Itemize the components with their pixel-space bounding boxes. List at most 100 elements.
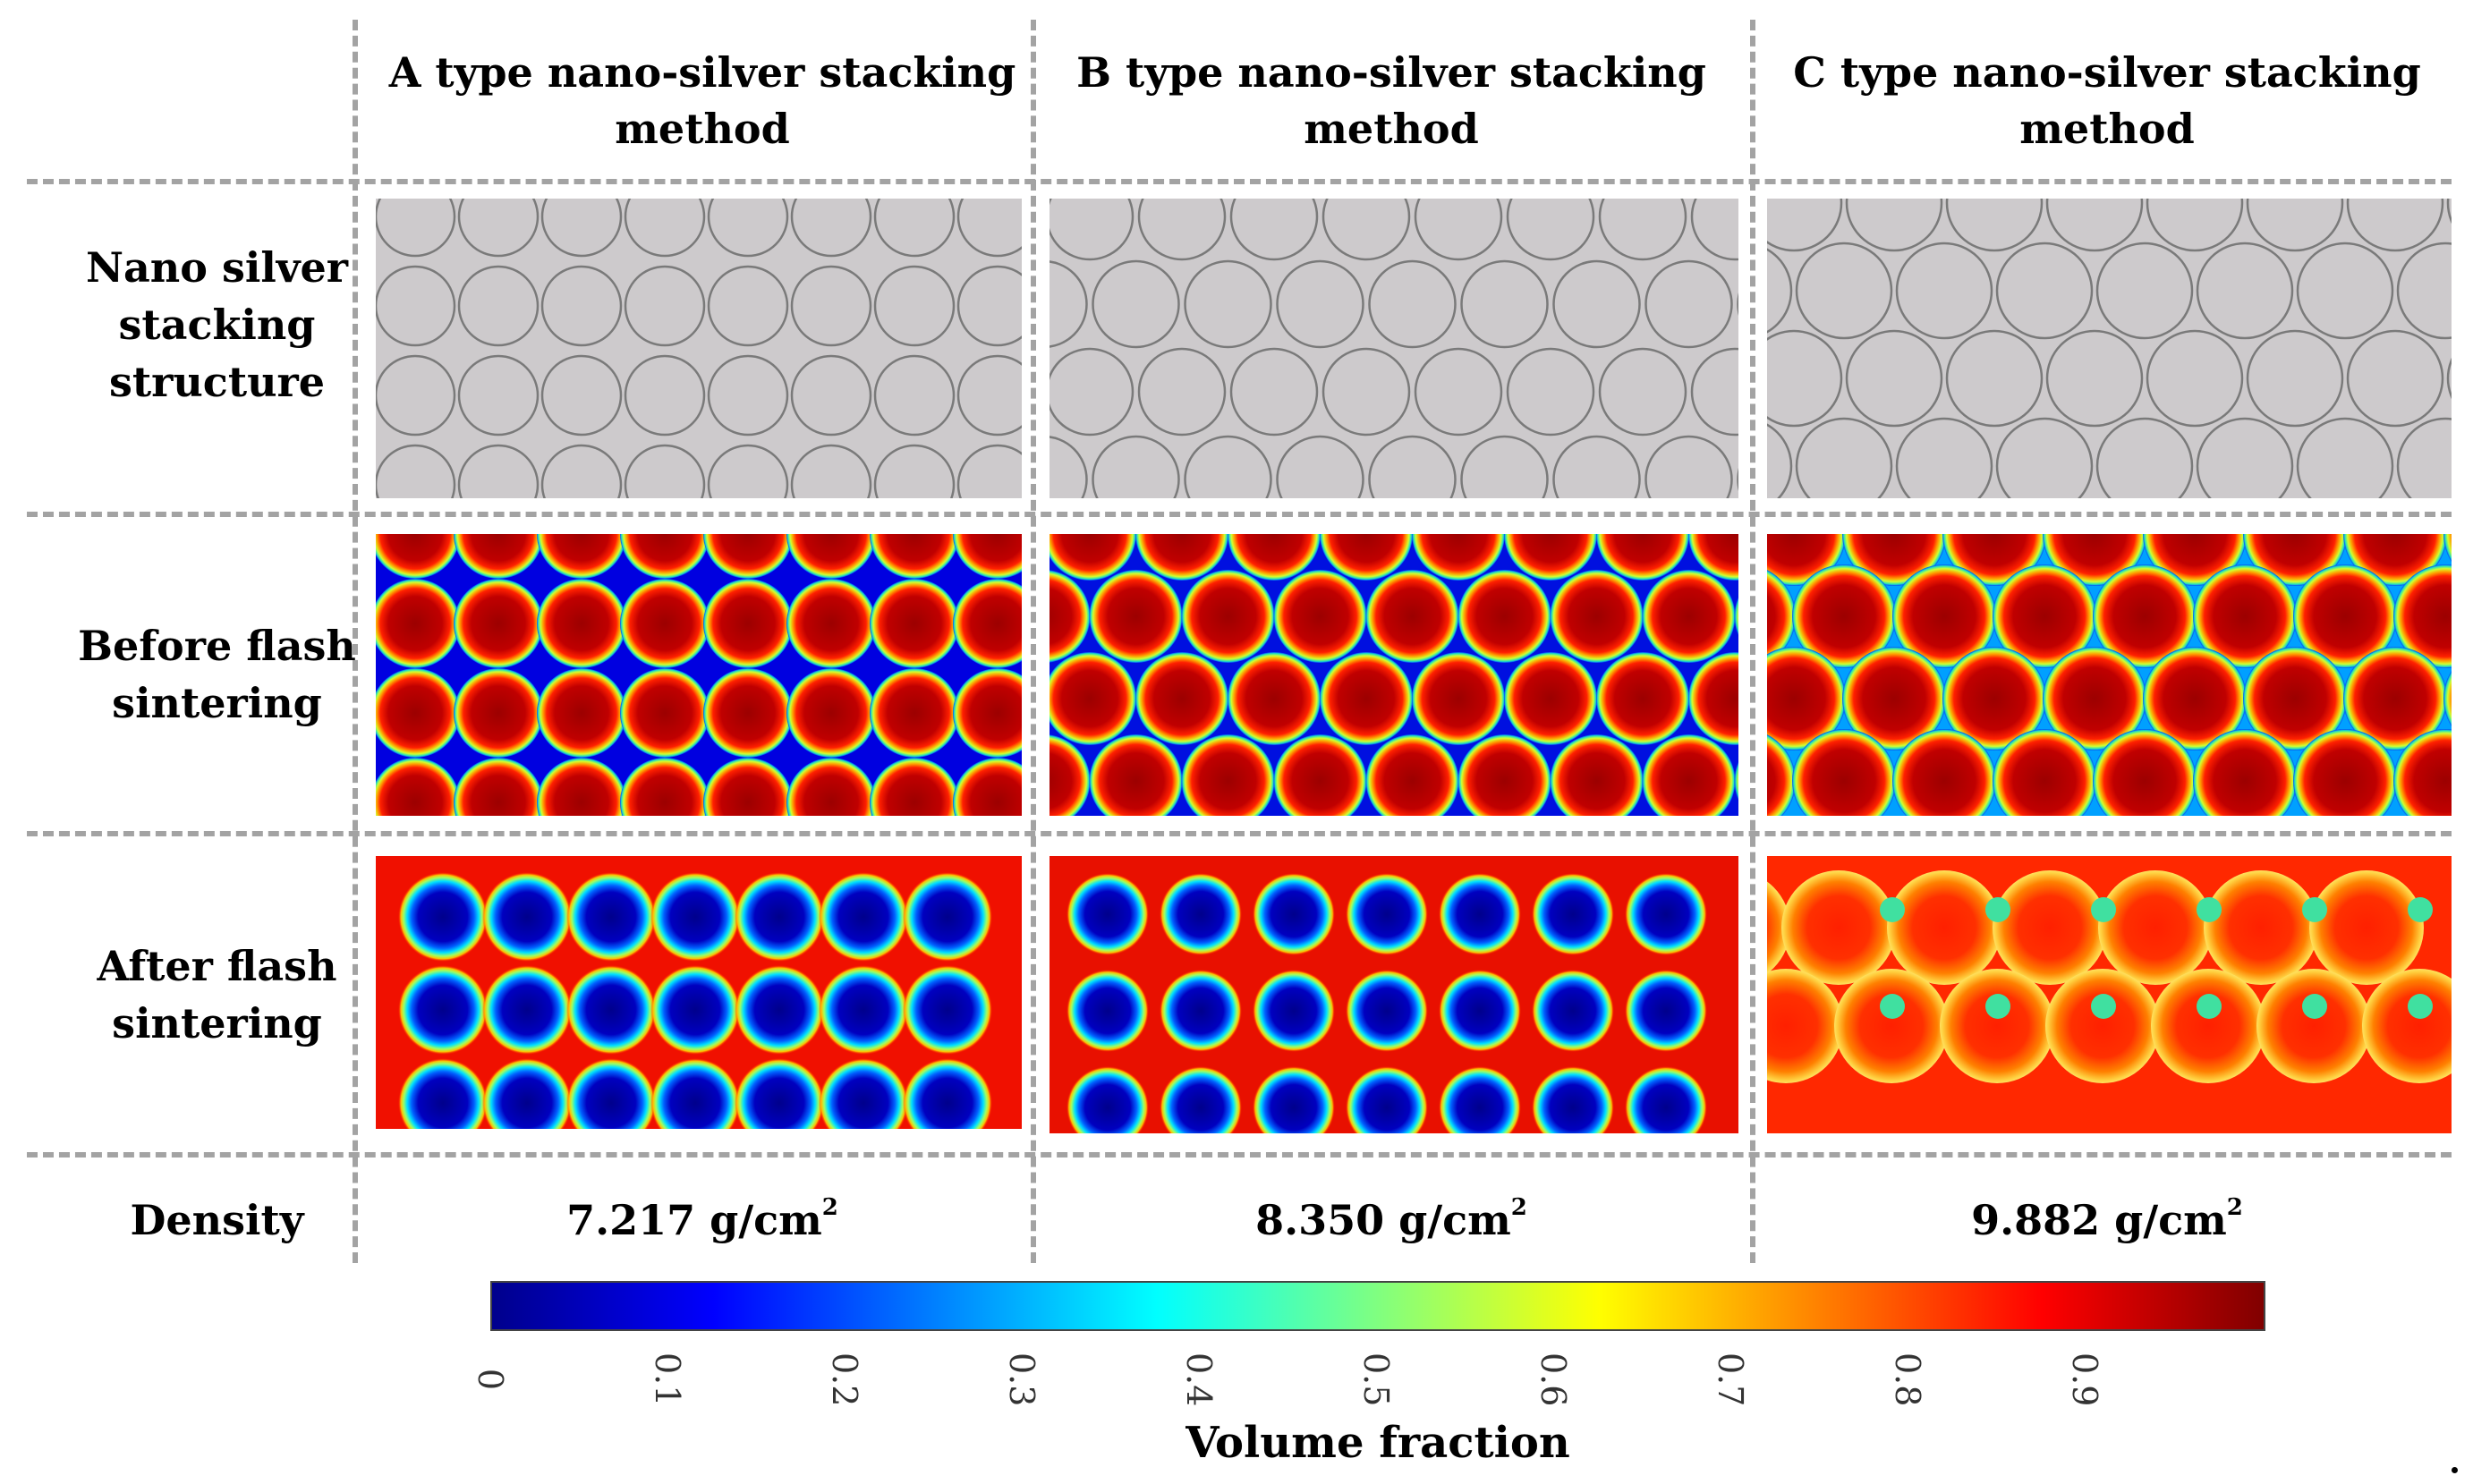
pore — [398, 1058, 488, 1129]
pore — [2091, 897, 2116, 922]
colorbar — [490, 1281, 2265, 1331]
pore — [2197, 897, 2222, 922]
column-header-b-line2: method — [1304, 105, 1479, 153]
particle — [1320, 652, 1413, 745]
colorbar-gradient — [492, 1283, 2264, 1329]
pore — [1625, 970, 1707, 1052]
grid-hline-2 — [27, 512, 2452, 517]
column-header-c-line2: method — [2019, 105, 2195, 153]
pore — [1346, 873, 1428, 955]
particle-outline — [2246, 329, 2344, 428]
particle-outline — [1321, 347, 1411, 437]
particle — [1792, 564, 1896, 668]
particle — [1993, 729, 2096, 816]
pore — [1439, 873, 1521, 955]
particle — [2293, 564, 2397, 668]
particle-outline — [1737, 292, 1738, 317]
particle — [1089, 734, 1183, 816]
particle-outline — [1767, 423, 1793, 498]
particle — [537, 534, 626, 579]
particle-outline — [1795, 417, 1893, 498]
pore — [819, 872, 908, 962]
particle — [2256, 969, 2371, 1083]
particle-outline — [1845, 199, 1943, 252]
particle — [1642, 734, 1736, 816]
particle — [2143, 647, 2247, 750]
particle — [2093, 729, 2197, 816]
particle-outline — [2396, 242, 2452, 340]
pore — [1253, 970, 1335, 1052]
density-a-exponent: 2 — [821, 1194, 838, 1221]
column-header-a-line1: A type nano-silver stacking — [388, 48, 1016, 97]
particle-outline — [1050, 436, 1088, 498]
particle-outline — [1050, 199, 1135, 261]
particle-outline — [790, 265, 872, 347]
particle — [2443, 670, 2452, 727]
column-header-a-line2: method — [615, 105, 790, 153]
particle — [1365, 570, 1459, 663]
particle — [2043, 647, 2146, 750]
particle — [1940, 969, 2054, 1083]
particle — [870, 758, 959, 816]
column-header-c-line1: C type nano-silver stacking — [1793, 48, 2421, 97]
particle — [620, 668, 710, 758]
pore — [1985, 897, 2010, 922]
particle — [1688, 652, 1738, 745]
pore — [903, 1058, 992, 1129]
particle-outline — [2446, 199, 2452, 225]
particle — [1892, 564, 1996, 668]
particle-outline — [1598, 347, 1687, 437]
pore — [650, 1058, 740, 1129]
particle — [786, 534, 876, 579]
particle-outline — [624, 265, 706, 347]
row-label-before: Before flash sintering — [54, 617, 380, 732]
particle — [1181, 570, 1275, 663]
pore — [1532, 873, 1614, 955]
pore — [566, 1058, 656, 1129]
particle — [1050, 652, 1136, 745]
particle-outline — [1945, 199, 2044, 252]
particle — [953, 668, 1022, 758]
particle-outline — [873, 199, 956, 258]
structure-panel-a — [376, 199, 1022, 498]
particle-outline — [956, 199, 1022, 258]
particle — [2193, 729, 2297, 816]
particle — [953, 534, 1022, 579]
particle-outline — [2296, 417, 2394, 498]
particle — [2193, 564, 2297, 668]
pore — [566, 965, 656, 1055]
particle — [1135, 652, 1228, 745]
particle — [1892, 729, 1996, 816]
particle-outline — [1321, 199, 1411, 261]
particle-outline — [1767, 199, 1843, 252]
particle-outline — [873, 444, 956, 498]
pore — [650, 872, 740, 962]
particle-outline — [1368, 259, 1457, 349]
pore — [2408, 897, 2433, 922]
particle-outline — [1506, 199, 1595, 261]
particle-outline — [1414, 347, 1503, 437]
particle-outline — [1506, 347, 1595, 437]
before-panel-b — [1050, 534, 1738, 816]
particle — [1734, 597, 1738, 636]
particle-outline — [1460, 435, 1549, 498]
particle-outline — [790, 444, 872, 498]
particle-outline — [956, 354, 1022, 437]
colorbar-tick-label: 0.1 — [648, 1353, 687, 1407]
particle-outline — [376, 354, 456, 437]
pore — [1625, 1066, 1707, 1133]
particle — [537, 758, 626, 816]
particle-outline — [1368, 435, 1457, 498]
particle — [1596, 534, 1689, 581]
particle-outline — [1690, 347, 1738, 437]
particle-outline — [624, 199, 706, 258]
particle — [454, 668, 543, 758]
grid-vline-2 — [1031, 20, 1036, 1263]
pore — [735, 965, 824, 1055]
particle-outline — [2296, 242, 2394, 340]
colorbar-title: Volume fraction — [1186, 1418, 1570, 1468]
row-label-structure: Nano silver stacking structure — [54, 239, 380, 411]
particle-outline — [1767, 248, 1793, 334]
particle — [2151, 969, 2265, 1083]
particle — [620, 758, 710, 816]
